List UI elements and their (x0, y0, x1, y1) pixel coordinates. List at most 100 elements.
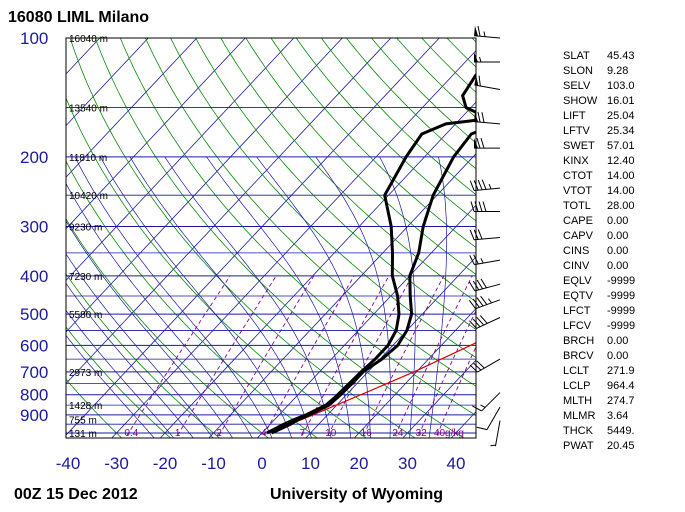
index-value: 0.00 (607, 215, 628, 227)
wind-barb-full (469, 364, 478, 373)
temperature-label: -20 (153, 454, 178, 473)
wind-barb (474, 51, 500, 63)
wind-barb-full (480, 137, 485, 149)
index-value: 271.9 (607, 365, 635, 377)
plot-area (0, 38, 476, 441)
index-key: CTOT (563, 170, 593, 182)
dry-adiabat-10 (66, 160, 318, 438)
index-key: EQTV (563, 290, 594, 302)
wind-barb (470, 201, 500, 213)
index-key: LFCV (563, 320, 592, 332)
index-key: SWET (563, 140, 595, 152)
wind-barb-half (479, 56, 482, 63)
wind-barb (474, 137, 500, 149)
wind-barb-half (488, 183, 492, 190)
index-value: 0.00 (607, 230, 628, 242)
index-value: -9999 (607, 305, 635, 317)
wind-barb-full (472, 280, 480, 291)
temperature-label: -10 (201, 454, 226, 473)
index-value: 274.7 (607, 395, 635, 407)
pressure-label: 300 (20, 217, 48, 236)
temperature-label: 10 (301, 454, 320, 473)
wind-barb-full (469, 229, 475, 240)
temperature-label: 20 (350, 454, 369, 473)
index-key: LFTV (563, 125, 591, 137)
wind-barb-staff (475, 299, 501, 310)
isotherm--20 (159, 101, 476, 438)
wind-barb-flag (474, 25, 479, 37)
index-key: LCLT (563, 365, 589, 377)
height-label: 2973 m (69, 368, 102, 379)
wind-barb (469, 229, 501, 241)
index-value: 14.00 (607, 170, 635, 182)
wind-barb-full (476, 297, 484, 307)
moist-adiabat-16 (164, 156, 332, 438)
index-key: KINX (563, 155, 589, 167)
wind-barb-half (490, 444, 496, 447)
index-key: THCK (563, 425, 594, 437)
wind-barb-staff (494, 420, 501, 447)
index-value: 28.00 (607, 200, 635, 212)
temperature-label: 0 (257, 454, 266, 473)
wind-barb-full (477, 111, 481, 123)
temperature-label: -40 (56, 454, 81, 473)
index-value: 0.00 (607, 350, 628, 362)
wind-barb (474, 25, 501, 39)
wind-barb-full (476, 426, 488, 431)
moist-adiabat-36 (428, 156, 448, 438)
isotherm--130 (0, 38, 3, 441)
dry-adiabat-20 (66, 97, 367, 438)
wind-barb-staff (474, 121, 501, 125)
dry-adiabat-30 (69, 38, 416, 438)
dry-adiabat--30 (66, 378, 123, 438)
mixing-ratio-line-7 (300, 275, 390, 438)
wind-barb-half (480, 258, 484, 264)
index-key: BRCV (563, 350, 594, 362)
isotherm-30 (402, 359, 476, 438)
mixing-ratio-line-2 (217, 275, 315, 438)
dry-adiabat--20 (66, 326, 172, 438)
wind-barb-full (473, 254, 479, 265)
wind-barb (472, 392, 501, 412)
parcel-path-line (269, 342, 476, 434)
wind-barb (476, 406, 501, 431)
height-label: 131 m (69, 429, 97, 440)
moist-adiabat--16 (66, 309, 175, 438)
isotherm--70 (66, 38, 295, 281)
index-key: MLTH (563, 395, 592, 407)
index-value: 25.04 (607, 110, 635, 122)
index-key: CINS (563, 245, 589, 257)
station-indices-table: SLAT 45.43 SLON 9.28 SELV 103.0 SHOW 16.01 LIFT 2… (563, 50, 635, 452)
dry-adiabat-70 (170, 38, 476, 359)
wind-barb-staff (474, 84, 501, 90)
wind-barb-half (488, 298, 492, 304)
mixing-ratio-line-24 (393, 275, 473, 438)
height-label: 11810 m (69, 153, 107, 164)
pressure-label: 100 (20, 29, 48, 48)
pressure-label: 600 (20, 336, 48, 355)
pressure-label: 700 (20, 363, 48, 382)
wind-barb-flag (474, 51, 478, 62)
index-key: CINV (563, 260, 590, 272)
wind-barb-full (469, 180, 475, 191)
isobar-lines (66, 38, 476, 434)
height-label: 13540 m (69, 104, 108, 115)
wind-barb-full (468, 281, 476, 292)
wind-barb-flag (474, 111, 479, 122)
isotherm--60 (66, 38, 343, 333)
height-label: 5580 m (69, 310, 102, 321)
index-value: 5449. (607, 425, 635, 437)
mixing-ratio-label: 10 (325, 428, 337, 439)
moist-adiabat--20 (66, 334, 155, 438)
wind-barb-full (474, 201, 479, 212)
dewpoint-profile-line (266, 72, 476, 435)
moist-adiabat-24 (256, 156, 371, 438)
wind-barb (468, 295, 501, 310)
index-value: -9999 (607, 275, 635, 287)
temperature-profile-line (271, 130, 476, 435)
mixing-ratio-label: 40g/kg (434, 428, 464, 439)
wind-barb-full (478, 75, 481, 87)
moist-adiabat-20 (206, 156, 352, 438)
